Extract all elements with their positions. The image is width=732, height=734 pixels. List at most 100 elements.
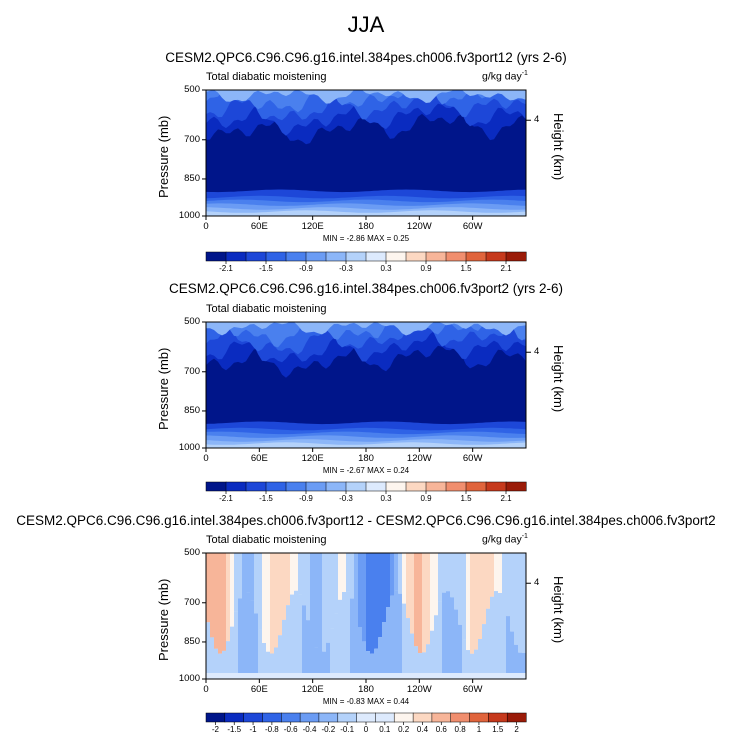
x-tick-label: 60W	[462, 684, 483, 695]
field-column	[390, 595, 395, 679]
field-column	[490, 596, 495, 679]
field-column	[498, 593, 503, 679]
field-column	[418, 653, 423, 679]
field-column	[458, 553, 463, 625]
field-column	[462, 553, 467, 640]
colorbar-swatch	[485, 481, 507, 492]
colorbar-tick-label: 2.1	[500, 494, 512, 503]
field-column	[338, 599, 343, 679]
panel-1-field	[206, 90, 526, 216]
field-column	[262, 553, 267, 643]
colorbar-tick-label: -0.2	[321, 725, 336, 734]
colorbar-swatch	[385, 481, 407, 492]
field-column	[254, 613, 259, 679]
field-column	[378, 637, 383, 679]
colorbar-tick-label: -0.8	[264, 725, 279, 734]
field-band	[206, 210, 526, 216]
y-tick-label: 500	[184, 547, 200, 558]
y-tick-label: 850	[184, 404, 200, 416]
y-tick-label: 1000	[178, 210, 200, 221]
colorbar-swatch	[205, 251, 227, 262]
y-axis-label: Pressure (mb)	[156, 347, 171, 430]
field-column	[258, 553, 263, 630]
y-tick-label: 700	[184, 596, 200, 608]
x-tick-label: 120W	[406, 453, 432, 464]
colorbar-swatch	[365, 481, 387, 492]
colorbar-tick-label: 0.3	[380, 264, 392, 273]
colorbar-tick-label: 0.6	[435, 725, 447, 734]
colorbar-swatch	[285, 481, 307, 492]
colorbar-tick-label: -1.5	[227, 725, 242, 734]
field-column	[302, 553, 307, 606]
field-column	[342, 592, 347, 679]
field-column	[414, 553, 419, 647]
field-column	[434, 553, 439, 616]
field-column	[214, 553, 219, 649]
field-column	[338, 553, 343, 600]
colorbar-tick-label: 1	[476, 725, 482, 734]
field-column	[286, 553, 291, 606]
field-column	[334, 553, 339, 614]
field-column	[498, 553, 503, 593]
panel-1-title: CESM2.QPC6.C96.C96.g16.intel.384pes.ch00…	[165, 50, 567, 65]
colorbar-swatch	[325, 251, 347, 262]
colorbar-tick-label: -0.3	[339, 264, 353, 273]
field-column	[510, 553, 515, 632]
y-tick-label: 850	[184, 172, 200, 184]
colorbar-tick-label: -2.1	[219, 264, 233, 273]
y-tick-label: 1000	[178, 673, 200, 684]
y-tick-label: 700	[184, 365, 200, 377]
field-column	[410, 633, 415, 679]
field-column	[234, 611, 239, 679]
field-column	[426, 553, 431, 645]
field-column	[246, 553, 251, 593]
field-column	[282, 619, 287, 679]
field-column	[486, 608, 491, 679]
field-column	[502, 602, 507, 679]
field-column	[406, 553, 411, 619]
field-column	[358, 627, 363, 679]
colorbar-swatch	[425, 251, 447, 262]
panel-2-colorbar	[205, 481, 527, 494]
panel-1-units: g/kg day-1	[482, 70, 528, 83]
y-tick-label: 850	[184, 635, 200, 647]
x-tick-label: 60E	[250, 453, 268, 464]
panel-3-field	[206, 553, 526, 679]
colorbar-tick-label: -0.9	[299, 264, 313, 273]
colorbar-tick-label: 0.4	[416, 725, 429, 734]
field-column	[494, 591, 499, 679]
field-column	[482, 553, 487, 625]
colorbar-swatch	[205, 712, 226, 723]
field-column	[450, 553, 455, 598]
x-tick-label: 180	[358, 453, 374, 464]
colorbar-swatch	[225, 251, 247, 262]
colorbar-swatch	[469, 712, 489, 723]
field-column	[290, 553, 295, 595]
field-column	[310, 635, 315, 679]
field-column	[410, 553, 415, 634]
field-column	[518, 652, 523, 679]
field-column	[370, 553, 375, 654]
colorbar-tick-label: -0.3	[339, 494, 353, 503]
x-tick-label: 180	[358, 221, 374, 232]
field-band	[206, 673, 526, 679]
field-column	[346, 591, 351, 679]
colorbar-tick-label: 2.1	[500, 264, 512, 273]
colorbar-swatch	[445, 481, 467, 492]
field-column	[230, 626, 235, 679]
field-column	[342, 553, 347, 592]
field-column	[398, 593, 403, 679]
field-column	[314, 553, 319, 648]
colorbar-swatch	[281, 712, 301, 723]
colorbar-swatch	[265, 251, 287, 262]
field-column	[310, 553, 315, 636]
field-column	[486, 553, 491, 609]
colorbar-swatch	[365, 251, 387, 262]
field-column	[282, 553, 287, 620]
field-column	[514, 553, 519, 645]
field-band	[206, 322, 526, 348]
colorbar-swatch	[431, 712, 452, 723]
right-axis-label: Height (km)	[551, 113, 566, 181]
colorbar-swatch	[225, 481, 247, 492]
panel-1-plot	[202, 89, 531, 220]
